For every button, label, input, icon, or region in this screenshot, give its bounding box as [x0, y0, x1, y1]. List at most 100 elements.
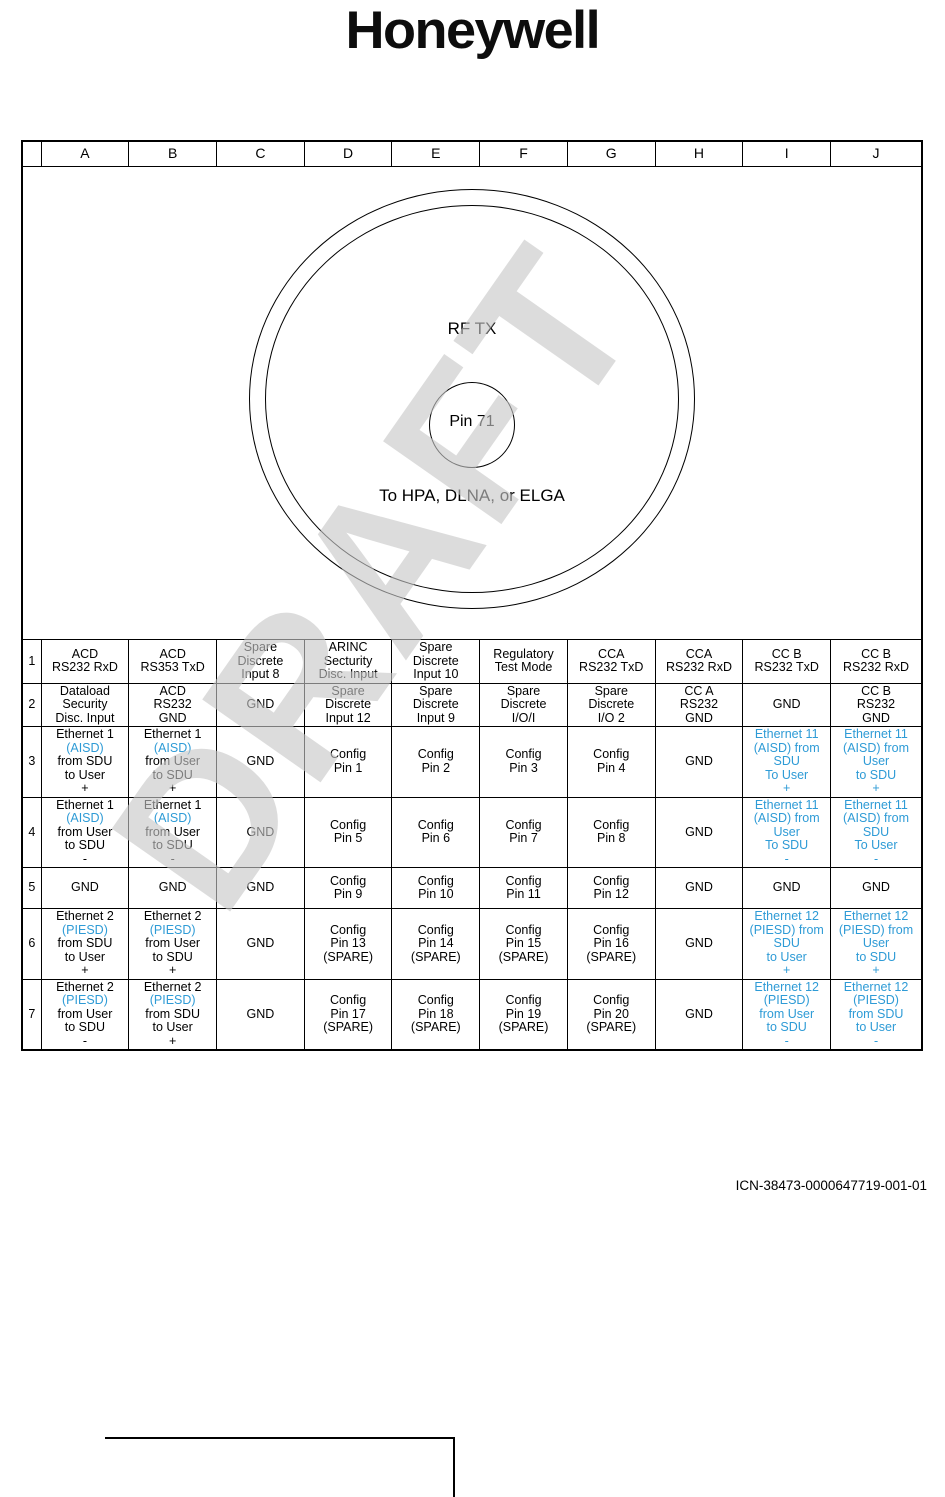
pin-cell-f3: Config Pin 3 — [479, 726, 568, 798]
pin-cell-f7: Config Pin 19 (SPARE) — [479, 978, 568, 1050]
pin-cell-c4: GND — [216, 796, 305, 868]
column-header-h: H — [654, 141, 744, 167]
pin-cell-h5: GND — [654, 867, 744, 909]
pin-cell-f5: Config Pin 11 — [479, 867, 568, 909]
pin-cell-h1: CCA RS232 RxD — [654, 639, 744, 684]
pin-cell-h3: GND — [654, 726, 744, 798]
column-header-b: B — [128, 141, 218, 167]
pin-cell-c2: GND — [216, 682, 305, 727]
pin-cell-d6: Config Pin 13 (SPARE) — [303, 908, 393, 980]
pinout-table: A B C D E F G H I J RF TX Pin 71 To HPA, DLNA, or EL… — [22, 141, 922, 1050]
column-header-f: F — [479, 141, 568, 167]
column-header-j: J — [830, 141, 922, 167]
diagram-label-destination: To HPA, DLNA, or ELGA — [379, 486, 565, 505]
pin-cell-e1: Spare Discrete Input 10 — [391, 639, 481, 684]
pin-cell-i7: Ethernet 12 (PIESD) from User to SDU - — [742, 978, 832, 1050]
pin-cell-d2: Spare Discrete Input 12 — [303, 682, 393, 727]
pin-cell-j4: Ethernet 11 (AISD) from SDU To User - — [830, 796, 922, 868]
pin-cell-h4: GND — [654, 796, 744, 868]
table-row: 6 Ethernet 2 (PIESD) from SDU to User + Ethern… — [22, 908, 922, 980]
pin-cell-h7: GND — [654, 978, 744, 1050]
pin-cell-h6: GND — [654, 908, 744, 980]
pin-cell-j5: GND — [830, 867, 922, 909]
column-header-e: E — [391, 141, 481, 167]
pin-cell-g5: Config Pin 12 — [566, 867, 656, 909]
connector-inner-circle — [265, 205, 679, 593]
pin-cell-a3: Ethernet 1 (AISD) from SDU to User + — [40, 726, 130, 798]
table-row: 7 Ethernet 2 (PIESD) from User to SDU - Ethern… — [22, 978, 922, 1050]
pin-cell-g4: Config Pin 8 — [566, 796, 656, 868]
pin-cell-f4: Config Pin 7 — [479, 796, 568, 868]
footer-rule-box — [105, 1437, 455, 1497]
pin-cell-d4: Config Pin 5 — [303, 796, 393, 868]
row-number: 2 — [22, 682, 42, 727]
pin-cell-g3: Config Pin 4 — [566, 726, 656, 798]
pin-71-circle — [429, 382, 515, 468]
pin-cell-a4: Ethernet 1 (AISD) from User to SDU - — [40, 796, 130, 868]
row-number: 4 — [22, 796, 42, 868]
pin-cell-i1: CC B RS232 TxD — [742, 639, 832, 684]
pin-cell-i6: Ethernet 12 (PIESD) from SDU to User + — [742, 908, 832, 980]
pin-cell-f1: Regulatory Test Mode — [479, 639, 568, 684]
pin-cell-i3: Ethernet 11 (AISD) from SDU To User + — [742, 726, 832, 798]
table-row: 4 Ethernet 1 (AISD) from User to SDU - Etherne… — [22, 796, 922, 868]
pin-cell-b6: Ethernet 2 (PIESD) from User to SDU + — [128, 908, 218, 980]
pin-cell-b7: Ethernet 2 (PIESD) from SDU to User + — [128, 978, 218, 1050]
row-number: 1 — [22, 639, 42, 684]
pin-cell-b2: ACD RS232 GND — [128, 682, 218, 727]
pin-cell-a2: Dataload Security Disc. Input — [40, 682, 130, 727]
pin-cell-j3: Ethernet 11 (AISD) from User to SDU + — [830, 726, 922, 798]
pin-cell-e6: Config Pin 14 (SPARE) — [391, 908, 481, 980]
honeywell-wordmark: Honeywell — [345, 1, 601, 60]
connector-pinout-figure: A B C D E F G H I J RF TX Pin 71 To HPA, DLNA, or EL… — [21, 140, 923, 1051]
table-row: 2 Dataload Security Disc. Input ACD RS232 GND G… — [22, 682, 922, 727]
pin-cell-j1: CC B RS232 RxD — [830, 639, 922, 684]
pin-cell-g1: CCA RS232 TxD — [566, 639, 656, 684]
table-row: 5 GND GND GND Config Pin 9 Config Pin 10 Config P… — [22, 867, 922, 909]
row-number: 6 — [22, 908, 42, 980]
pin-cell-e7: Config Pin 18 (SPARE) — [391, 978, 481, 1050]
pin-cell-d1: ARINC Secturity Disc. Input — [303, 639, 393, 684]
table-corner — [22, 141, 42, 167]
pin-cell-c6: GND — [216, 908, 305, 980]
pin-cell-e5: Config Pin 10 — [391, 867, 481, 909]
pin-cell-i5: GND — [742, 867, 832, 909]
row-number: 3 — [22, 726, 42, 798]
pin-cell-f2: Spare Discrete I/O/I — [479, 682, 568, 727]
pin-cell-b3: Ethernet 1 (AISD) from User to SDU + — [128, 726, 218, 798]
pin-cell-d3: Config Pin 1 — [303, 726, 393, 798]
pin-cell-e3: Config Pin 2 — [391, 726, 481, 798]
pin-cell-f6: Config Pin 15 (SPARE) — [479, 908, 568, 980]
pin-cell-a7: Ethernet 2 (PIESD) from User to SDU - — [40, 978, 130, 1050]
pin-cell-d5: Config Pin 9 — [303, 867, 393, 909]
pin-cell-i2: GND — [742, 682, 832, 727]
pin-cell-b1: ACD RS353 TxD — [128, 639, 218, 684]
pinout-table-body: A B C D E F G H I J RF TX Pin 71 To HPA, DLNA, or EL… — [22, 141, 922, 1050]
connector-outer-circle — [249, 189, 695, 609]
pin-cell-e2: Spare Discrete Input 9 — [391, 682, 481, 727]
pin-cell-g7: Config Pin 20 (SPARE) — [566, 978, 656, 1050]
diagram-label-rf-tx: RF TX — [447, 319, 497, 338]
pin-cell-c1: Spare Discrete Input 8 — [216, 639, 305, 684]
pin-cell-j6: Ethernet 12 (PIESD) from User to SDU + — [830, 908, 922, 980]
pin-cell-g6: Config Pin 16 (SPARE) — [566, 908, 656, 980]
pin-cell-j2: CC B RS232 GND — [830, 682, 922, 727]
pin-cell-e4: Config Pin 6 — [391, 796, 481, 868]
table-row: 3 Ethernet 1 (AISD) from SDU to User + Etherne… — [22, 726, 922, 798]
pin-cell-b4: Ethernet 1 (AISD) from User to SDU - — [128, 796, 218, 868]
row-number: 7 — [22, 978, 42, 1050]
pin-cell-j7: Ethernet 12 (PIESD) from SDU to User - — [830, 978, 922, 1050]
column-header-a: A — [40, 141, 130, 167]
column-header-d: D — [303, 141, 393, 167]
diagram-row: RF TX Pin 71 To HPA, DLNA, or ELGA — [22, 166, 922, 640]
diagram-label-pin-71: Pin 71 — [449, 413, 495, 430]
brand-logo: Honeywell — [0, 0, 945, 62]
pin-cell-a6: Ethernet 2 (PIESD) from SDU to User + — [40, 908, 130, 980]
pin-cell-i4: Ethernet 11 (AISD) from User To SDU - — [742, 796, 832, 868]
pin-cell-d7: Config Pin 17 (SPARE) — [303, 978, 393, 1050]
column-header-i: I — [742, 141, 832, 167]
pin-cell-a1: ACD RS232 RxD — [40, 639, 130, 684]
pin-cell-c5: GND — [216, 867, 305, 909]
row-number: 5 — [22, 867, 42, 909]
